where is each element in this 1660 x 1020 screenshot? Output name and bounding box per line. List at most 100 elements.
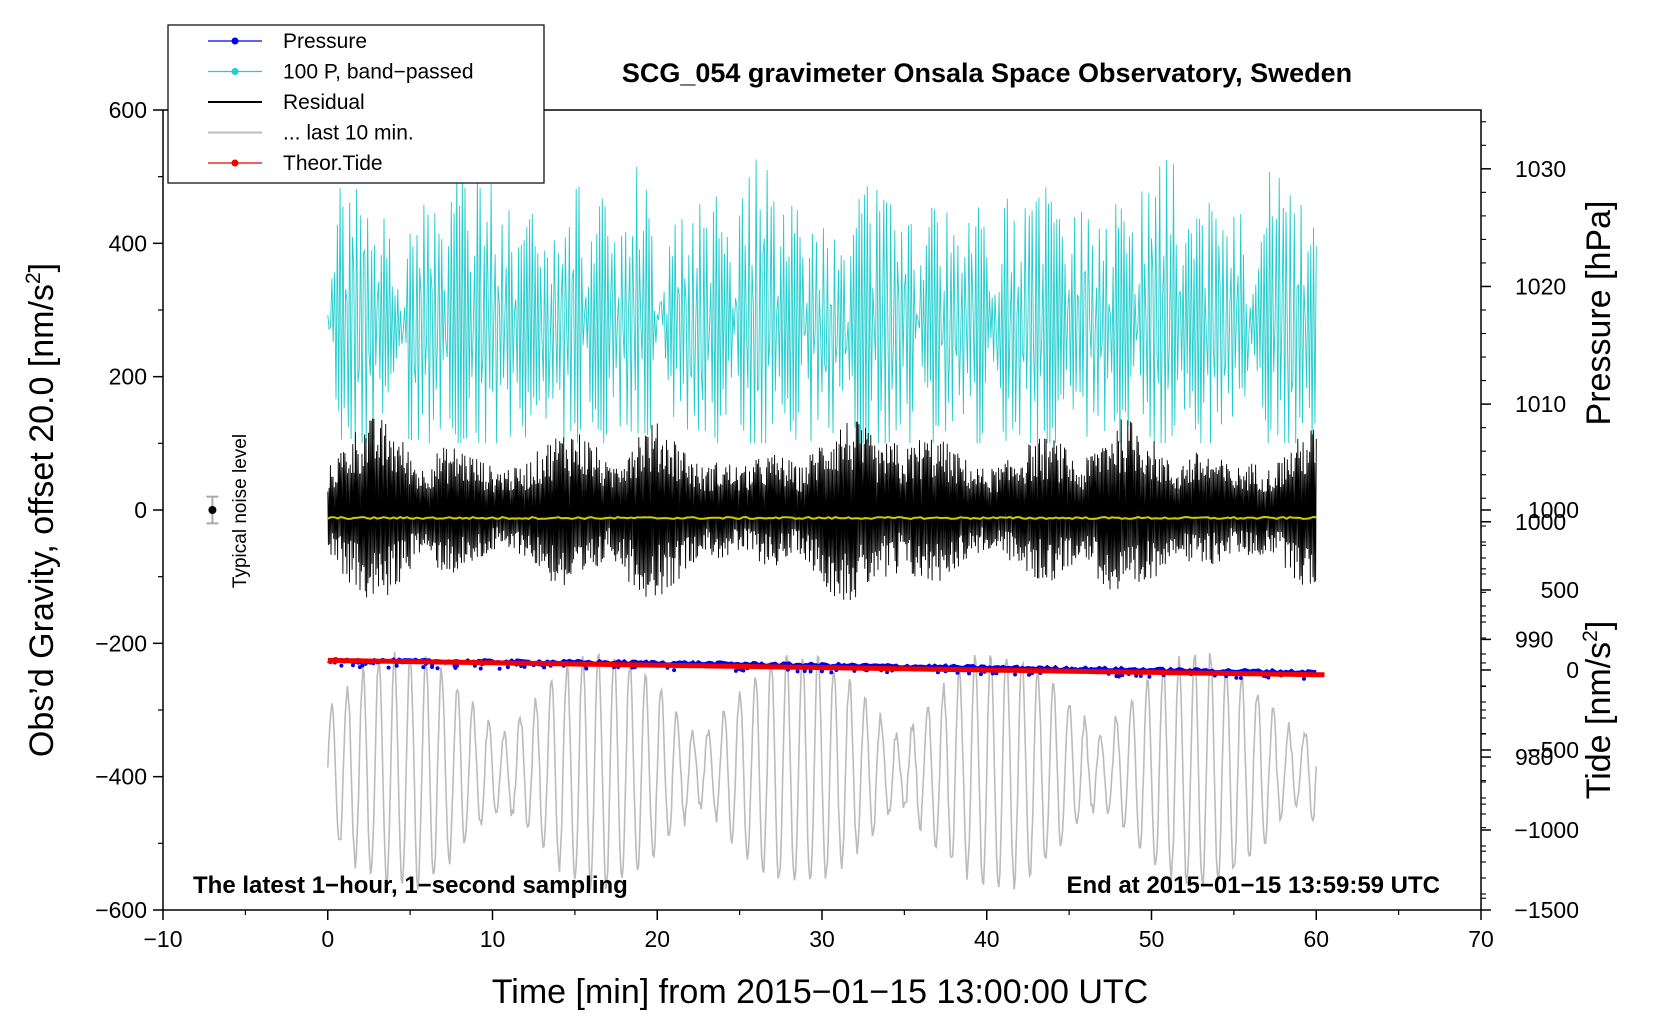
pressure-point [478, 666, 483, 671]
pressure-point [1134, 673, 1139, 678]
pressure-point [978, 672, 983, 677]
pressure-point [435, 666, 440, 671]
tide-tick-label: −500 [1527, 737, 1579, 763]
pressure-point [497, 666, 502, 671]
axes: −10 0 10 20 30 40 50 60 706004002000−200−400−600… [95, 97, 1579, 952]
y-tick-label: 200 [109, 364, 147, 390]
x-tick-label: 10 [480, 926, 506, 952]
bandpassed-pressure-line [327, 159, 1317, 444]
pressure-tick-label: 1010 [1515, 391, 1566, 417]
legend-marker [231, 37, 239, 45]
pressure-point [386, 665, 391, 670]
x-tick-label: 0 [321, 926, 334, 952]
pressure-point [1302, 676, 1306, 681]
legend-box [167, 24, 545, 184]
legend-label: ... last 10 min. [283, 122, 414, 145]
y-tick-label: 400 [109, 230, 147, 256]
pressure-point [357, 665, 362, 670]
pressure-point [1234, 675, 1239, 680]
pressure-tick-label: 1000 [1515, 509, 1566, 535]
noise-level-marker [206, 495, 219, 525]
x-tick-label: 50 [1139, 926, 1165, 952]
legend-marker [231, 159, 239, 167]
pressure-tick-label: 990 [1515, 626, 1553, 652]
pressure-point [339, 663, 344, 668]
legend-item: Theor.Tide [208, 152, 383, 175]
last-10-min-series [327, 651, 1318, 891]
pressure-point [672, 668, 677, 673]
y-axis-title-left-end: ] [23, 263, 61, 272]
pressure-point [351, 663, 355, 668]
pressure-point [967, 671, 971, 676]
legend-item: 100 P, band−passed [208, 61, 474, 84]
residual-mean-series [327, 515, 1317, 521]
noise-point [208, 506, 217, 514]
pressure-point [1138, 674, 1143, 678]
sampling-annotation: The latest 1−hour, 1−second sampling [193, 872, 628, 899]
y-axis-title-pressure: Pressure [hPa] [1580, 201, 1618, 426]
end-time-annotation: End at 2015−01−15 13:59:59 UTC [1066, 872, 1440, 899]
tide-tick-label: 500 [1541, 577, 1579, 603]
y-tick-label: −600 [95, 897, 147, 923]
bandpassed-pressure-series [327, 159, 1317, 444]
pressure-point [522, 664, 527, 669]
tide-tick-label: −1500 [1514, 897, 1579, 923]
legend-item: Pressure [208, 30, 367, 53]
pressure-point [1114, 674, 1119, 679]
pressure-point [584, 666, 589, 671]
legend-label: 100 P, band−passed [283, 61, 474, 84]
y-tick-label: 0 [134, 497, 147, 523]
pressure-point [819, 669, 824, 674]
y-axis-title-tide-sup: 2 [1579, 630, 1602, 642]
y-tick-label: −400 [95, 764, 147, 790]
tide-series [327, 657, 1325, 678]
pressure-point [1238, 676, 1243, 680]
tide-tick-label: −1000 [1514, 817, 1579, 843]
chart-title: SCG_054 gravimeter Onsala Space Observat… [622, 58, 1352, 88]
pressure-point [505, 665, 510, 670]
legend: Pressure 100 P, band−passed Residual ... la… [167, 24, 545, 184]
y-axis-title-tide: Tide [nm/s2] [1579, 621, 1618, 800]
pressure-point [733, 668, 738, 673]
y-axis-title-left: Obs’d Gravity, offset 20.0 [nm/s2] [22, 263, 61, 757]
residual-line [327, 418, 1317, 601]
pressure-point [394, 663, 399, 668]
x-tick-label: 30 [809, 926, 835, 952]
y-tick-label: 600 [109, 97, 147, 123]
x-axis-title: Time [min] from 2015−01−15 13:00:00 UTC [492, 973, 1148, 1011]
legend-label: Pressure [283, 30, 367, 53]
pressure-point [885, 670, 890, 675]
pressure-point [1013, 672, 1018, 677]
legend-item: Residual [208, 91, 365, 114]
legend-marker [231, 68, 239, 75]
x-tick-label: −10 [143, 926, 182, 952]
pressure-point [802, 669, 807, 673]
y-tick-label: −200 [95, 630, 147, 656]
pressure-point [808, 669, 813, 674]
y-axis-title-left-main: Obs’d Gravity, offset 20.0 [nm/s [23, 284, 61, 757]
tide-tick-label: 1000 [1528, 497, 1579, 523]
pressure-point [795, 669, 800, 674]
pressure-point [453, 665, 458, 670]
residual-series [327, 418, 1317, 601]
legend-label: Residual [283, 91, 365, 114]
legend-label: Theor.Tide [283, 152, 383, 175]
pressure-tick-label: 980 [1515, 744, 1553, 770]
last-10-min-line [327, 651, 1318, 891]
x-tick-label: 20 [644, 926, 670, 952]
residual-mean-line [327, 515, 1317, 521]
noise-level-label: Typical noise level [230, 434, 251, 588]
legend-item: ... last 10 min. [208, 122, 414, 145]
y-axis-title-tide-end: ] [1580, 621, 1618, 630]
pressure-point [1147, 674, 1152, 679]
tide-line [327, 657, 1325, 678]
tide-tick-label: 0 [1566, 657, 1579, 683]
pressure-point [829, 670, 834, 675]
legend-items: Pressure 100 P, band−passed Residual ... la… [208, 30, 474, 175]
x-tick-label: 70 [1468, 926, 1494, 952]
pressure-point [421, 665, 426, 670]
y-axis-title-tide-main: Tide [nm/s [1580, 642, 1618, 799]
pressure-tick-label: 1030 [1515, 156, 1566, 182]
pressure-tick-label: 1020 [1515, 273, 1566, 299]
